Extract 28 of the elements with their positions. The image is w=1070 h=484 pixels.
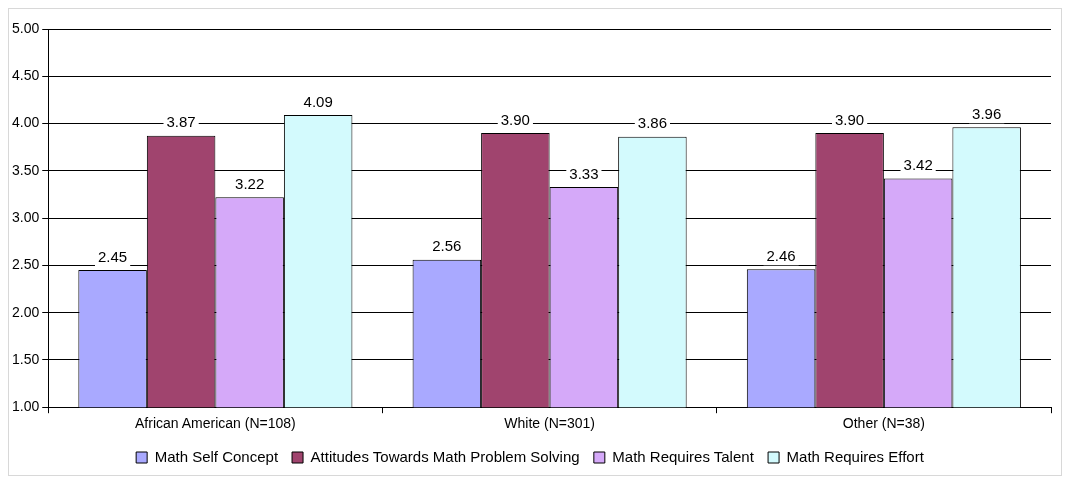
data-label: 3.90 — [500, 110, 530, 128]
y-tick-label: 3.00 — [12, 208, 40, 225]
y-tick-label: 2.50 — [12, 256, 40, 273]
data-label: 2.45 — [97, 247, 128, 265]
y-tick-label: 3.50 — [12, 161, 40, 178]
data-label: 4.09 — [303, 92, 333, 110]
x-tick-label: African American (N=108) — [135, 415, 296, 432]
data-label: 3.33 — [569, 164, 599, 182]
data-label: 3.86 — [637, 114, 668, 132]
data-label: 2.46 — [766, 246, 796, 264]
y-tick-label: 2.00 — [12, 303, 40, 320]
data-label: 2.56 — [432, 237, 462, 255]
data-label: 3.22 — [235, 174, 265, 192]
y-tick-label: 1.00 — [12, 398, 40, 415]
data-label: 3.96 — [972, 104, 1002, 122]
data-label: 3.87 — [166, 113, 196, 131]
legend-label: Attitudes Towards Math Problem Solving — [310, 447, 580, 465]
y-tick-label: 5.00 — [12, 19, 40, 36]
legend-label: Math Requires Talent — [612, 447, 755, 465]
legend-label: Math Self Concept — [154, 447, 279, 465]
x-tick-label: Other (N=38) — [842, 415, 925, 432]
data-label: 3.90 — [835, 110, 865, 128]
x-tick-label: White (N=301) — [504, 415, 595, 432]
y-tick-label: 4.00 — [12, 114, 40, 131]
legend-label: Math Requires Effort — [786, 447, 925, 465]
data-label: 3.42 — [903, 156, 933, 174]
y-tick-label: 1.50 — [12, 350, 40, 367]
y-tick-label: 4.50 — [12, 67, 40, 84]
